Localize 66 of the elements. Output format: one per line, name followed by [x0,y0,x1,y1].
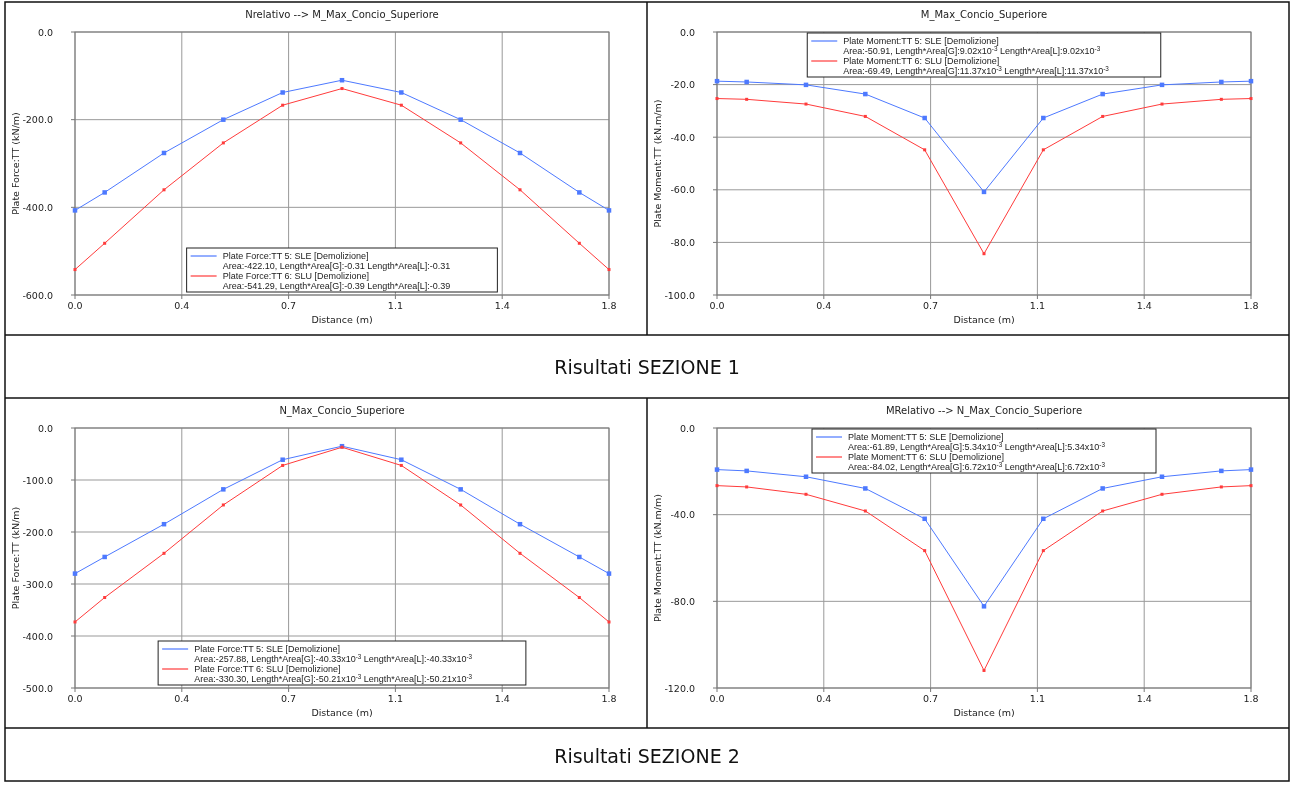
x-tick-label: 0.0 [67,693,83,704]
y-tick-label: -100.0 [22,474,53,486]
x-tick-label: 0.7 [923,300,939,311]
y-tick-label: -600.0 [22,289,53,301]
chart-title: Nrelativo --> M_Max_Concio_Superiore [245,9,439,21]
x-axis-title: Distance (m) [953,314,1015,325]
legend-label: Plate Moment:TT 6: SLU [Demolizione] Area:-69.49, Length*Area[G]:11.37x10$^{-3}$ Length*Area[L]:11.37x10$^{-3}$ [843,56,1110,76]
y-tick-label: 0.0 [679,422,695,434]
y-axis-title: Plate Moment:TT (kN.m/m) [652,99,663,228]
y-tick-label: 0.0 [679,26,695,38]
y-tick-label: -200.0 [22,526,53,538]
chart-title: N_Max_Concio_Superiore [279,405,405,417]
x-axis-title: Distance (m) [311,314,373,325]
x-tick-label: 1.8 [601,693,617,704]
x-axis-title: Distance (m) [953,707,1015,718]
x-tick-label: 1.1 [1029,693,1045,704]
x-tick-label: 1.8 [601,300,617,311]
x-axis-title: Distance (m) [311,707,373,718]
x-tick-label: 1.1 [387,300,403,311]
x-tick-label: 1.1 [387,693,403,704]
x-tick-label: 1.8 [1243,693,1259,704]
x-tick-label: 0.4 [174,300,190,311]
x-tick-label: 0.0 [67,300,83,311]
legend-label: Plate Moment:TT 5: SLE [Demolizione] Area:-61.89, Length*Area[G]:5.34x10$^{-3}$ Length*Area[L]:5.34x10$^{-3}$ [848,432,1106,452]
y-axis-title: Plate Moment:TT (kN.m/m) [652,493,663,623]
legend-label: Plate Force:TT 6: SLU [Demolizione] Area:-330.30, Length*Area[G]:-50.21x10$^{-3}$ Length*Area[L]:-50.21x10$^{-3}$ [194,664,473,684]
x-tick-label: 1.8 [1243,300,1259,311]
x-tick-label: 0.0 [709,300,725,311]
x-tick-label: 1.1 [1029,300,1045,311]
x-tick-label: 0.7 [923,693,939,704]
y-tick-label: -40.0 [670,131,695,143]
legend-label: Plate Force:TT 5: SLE [Demolizione] Area:-422.10, Length*Area[G]:-0.31 Length*Area[L]:-0.31 [222,251,451,271]
text: Risultati SEZIONE 2 [554,744,740,767]
text: Risultati SEZIONE 1 [554,355,740,378]
y-tick-label: -300.0 [22,578,53,590]
x-tick-label: 0.4 [816,693,832,704]
x-tick-label: 1.4 [1136,300,1152,311]
y-tick-label: -400.0 [22,201,53,213]
y-tick-label: -500.0 [22,682,53,694]
y-axis-title: Plate Force:TT (kN/m) [10,506,21,610]
x-tick-label: 1.4 [494,300,510,311]
y-tick-label: -100.0 [664,289,695,301]
y-tick-label: 0.0 [37,26,53,38]
x-tick-label: 1.4 [494,693,510,704]
legend-label: Plate Moment:TT 6: SLU [Demolizione] Area:-84.02, Length*Area[G]:6.72x10$^{-3}$ Length*Area[L]:6.72x10$^{-3}$ [848,452,1106,472]
x-tick-label: 0.4 [174,693,190,704]
y-tick-label: -60.0 [670,184,695,196]
y-tick-label: -80.0 [670,595,695,607]
y-tick-label: -200.0 [22,114,53,126]
y-tick-label: -80.0 [670,236,695,248]
y-tick-label: 0.0 [37,422,53,434]
y-tick-label: -20.0 [670,79,695,91]
x-tick-label: 0.7 [281,300,297,311]
legend-label: Plate Moment:TT 5: SLE [Demolizione] Area:-50.91, Length*Area[G]:9.02x10$^{-3}$ Length*Area[L]:9.02x10$^{-3}$ [843,36,1101,56]
y-tick-label: -40.0 [670,509,695,521]
x-tick-label: 0.0 [709,693,725,704]
chart-title: M_Max_Concio_Superiore [920,9,1048,21]
legend-label: Plate Force:TT 5: SLE [Demolizione] Area:-257.88, Length*Area[G]:-40.33x10$^{-3}$ Length*Area[L]:-40.33x10$^{-3}$ [194,644,473,664]
y-tick-label: -400.0 [22,630,53,642]
legend-label: Plate Force:TT 6: SLU [Demolizione] Area:-541.29, Length*Area[G]:-0.39 Length*Area[L]:-0.39 [222,271,451,291]
x-tick-label: 0.7 [281,693,297,704]
y-axis-title: Plate Force:TT (kN/m) [10,112,21,215]
chart-title: MRelativo --> N_Max_Concio_Superiore [885,405,1083,417]
x-tick-label: 1.4 [1136,693,1152,704]
y-tick-label: -120.0 [664,682,695,694]
x-tick-label: 0.4 [816,300,832,311]
